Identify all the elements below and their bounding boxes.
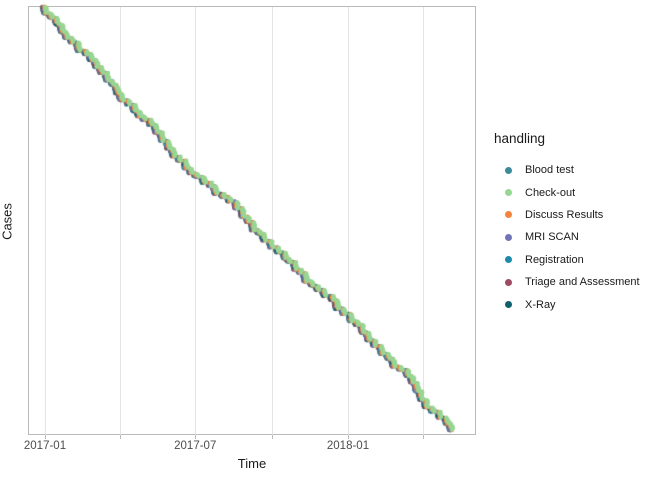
- legend-item-label: MRI SCAN: [525, 231, 579, 244]
- legend-item: X-Ray: [494, 293, 640, 315]
- legend-item-label: X-Ray: [525, 298, 556, 311]
- legend-swatch-icon: [505, 211, 512, 219]
- legend-swatch-icon: [505, 166, 512, 174]
- gridline: [423, 7, 424, 435]
- legend-item: Registration: [494, 249, 640, 271]
- legend-item: Discuss Results: [494, 204, 640, 226]
- x-tick-mark: [272, 435, 273, 439]
- legend-swatch-icon: [505, 256, 512, 264]
- gridline: [120, 7, 121, 435]
- x-tick-label-2017-01: 2017-01: [23, 440, 67, 452]
- x-tick-mark: [45, 435, 46, 439]
- y-axis-title: Cases: [0, 203, 15, 240]
- legend-item: MRI SCAN: [494, 226, 640, 248]
- legend-item-label: Triage and Assessment: [525, 276, 640, 289]
- gridline: [45, 7, 46, 435]
- x-tick-label-2017-07: 2017-07: [174, 440, 217, 452]
- x-tick-label-2018-01: 2018-01: [326, 440, 370, 452]
- legend-item-label: Check-out: [525, 186, 576, 199]
- legend-item: Blood test: [494, 159, 640, 181]
- legend-title: handling: [494, 131, 546, 146]
- gridline: [195, 7, 196, 435]
- x-tick-mark: [348, 435, 349, 439]
- legend-swatch-icon: [505, 301, 512, 309]
- legend-swatch-icon: [505, 278, 512, 286]
- legend-item-label: Registration: [525, 253, 584, 266]
- legend: handling Blood test Check-out Discuss Resu…: [494, 131, 640, 316]
- x-tick-mark: [120, 435, 121, 439]
- plot-panel: [28, 6, 476, 435]
- x-axis-title: Time: [237, 456, 267, 471]
- legend-item-label: Blood test: [525, 164, 574, 177]
- gridline: [272, 7, 273, 435]
- gridline: [348, 7, 349, 435]
- x-tick-mark: [195, 435, 196, 439]
- legend-item: Triage and Assessment: [494, 271, 640, 293]
- x-tick-mark: [423, 435, 424, 439]
- legend-swatch-icon: [505, 233, 512, 241]
- legend-swatch-icon: [505, 189, 512, 197]
- legend-item-label: Discuss Results: [525, 208, 604, 221]
- legend-items: Blood test Check-out Discuss Results MRI SC…: [494, 159, 640, 316]
- legend-item: Check-out: [494, 181, 640, 203]
